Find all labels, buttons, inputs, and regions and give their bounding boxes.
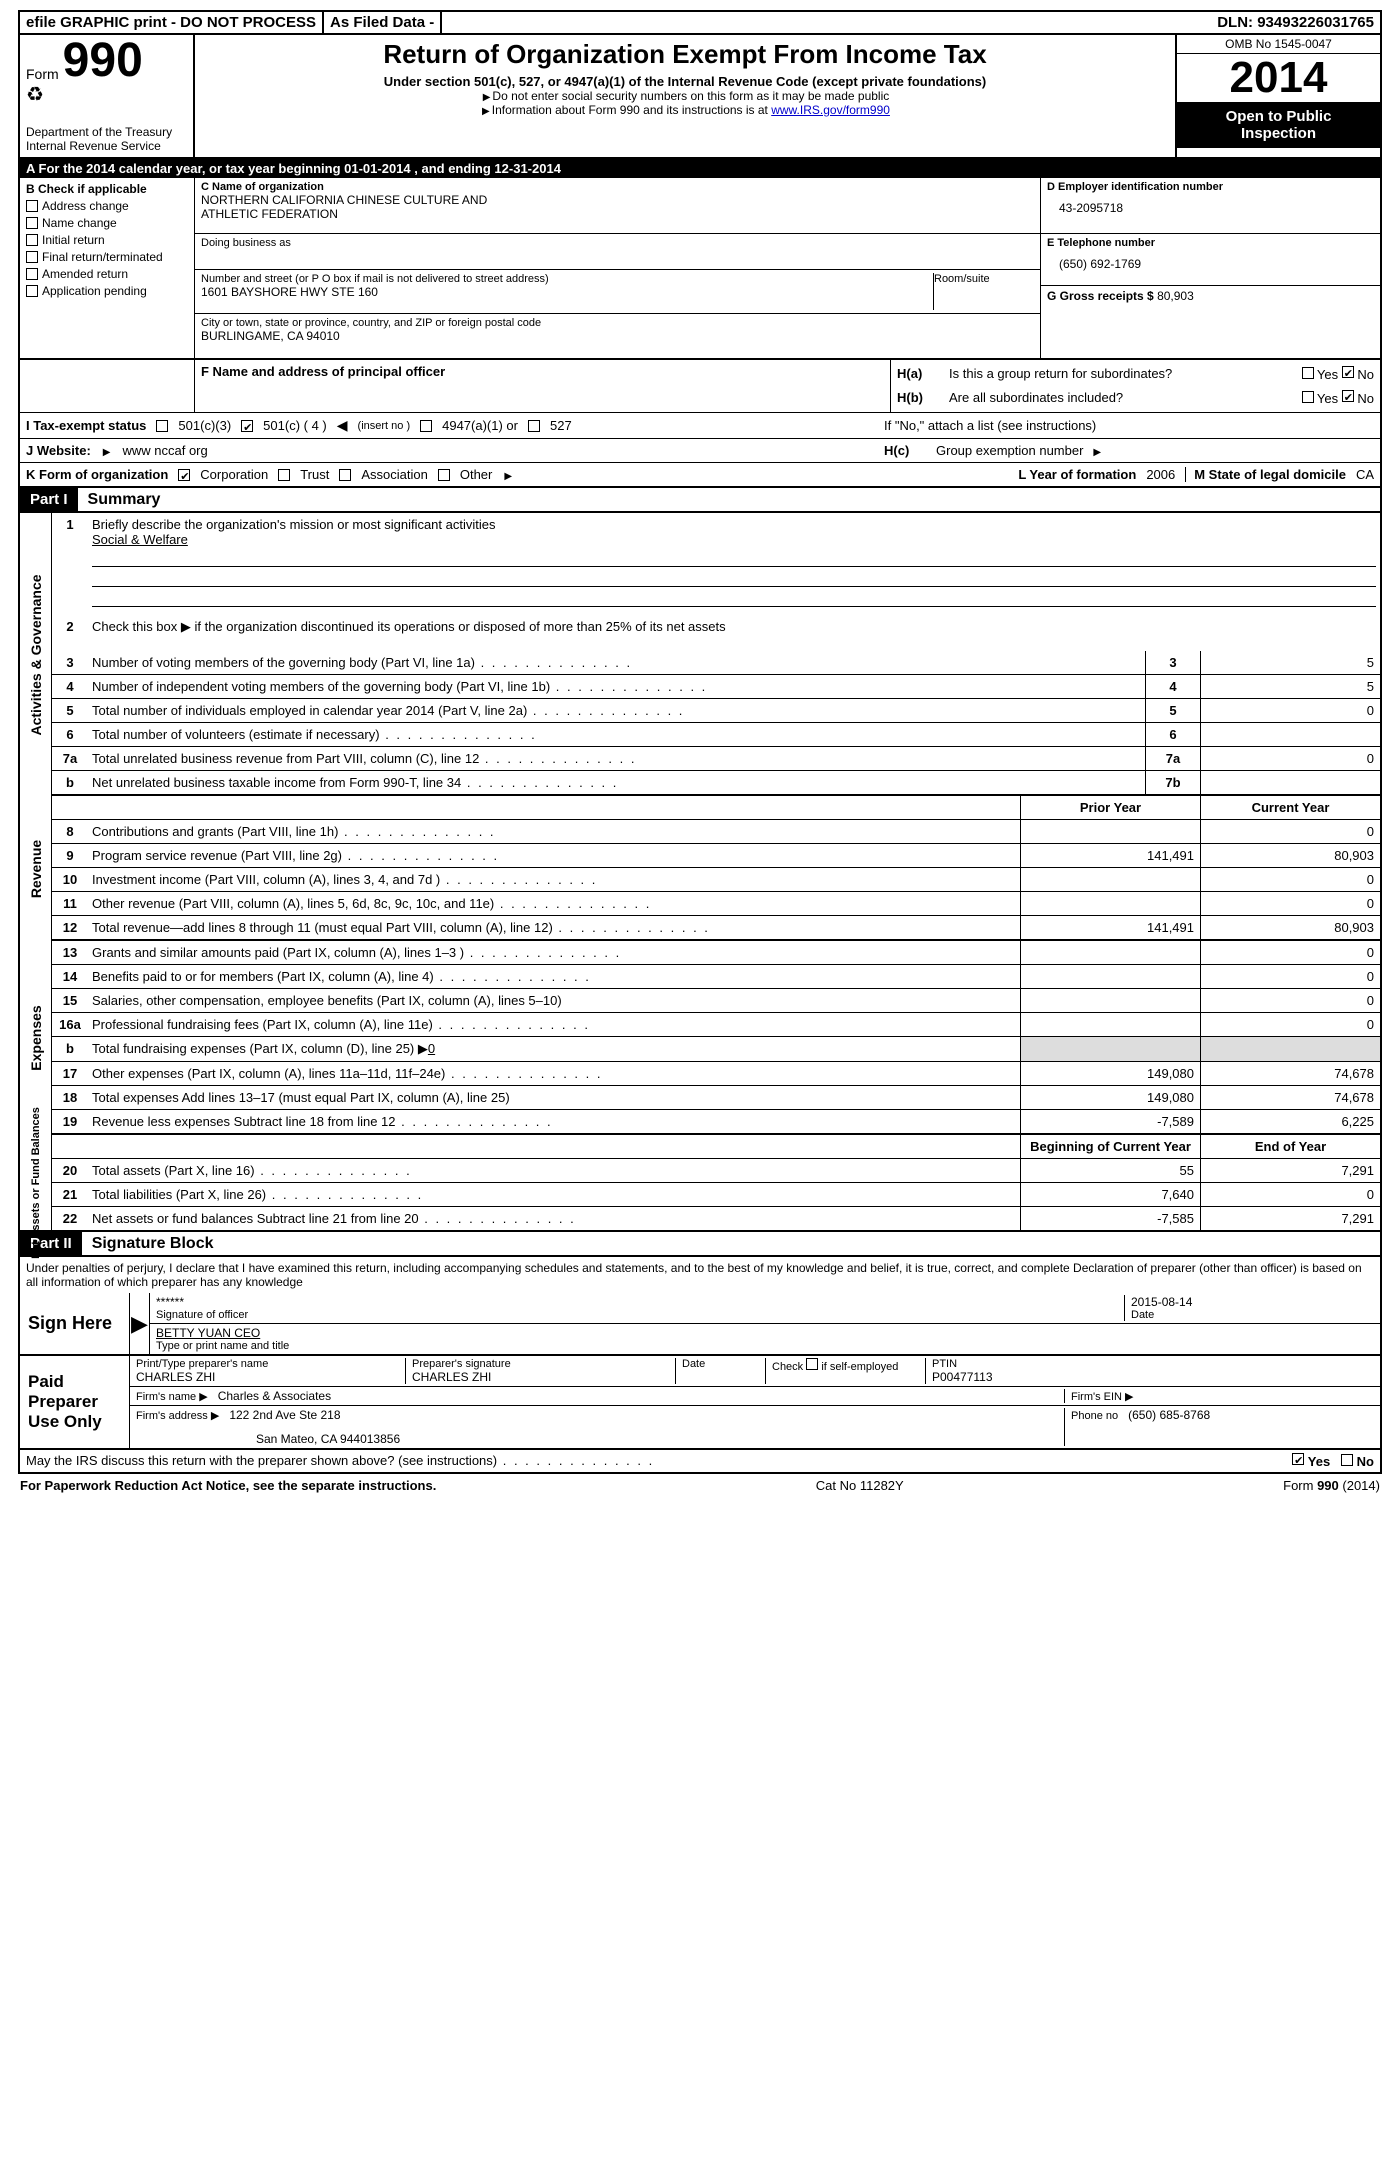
f-h-block: F Name and address of principal officer … (18, 360, 1382, 413)
discuss-no[interactable] (1341, 1454, 1353, 1466)
chk-self-emp[interactable] (806, 1358, 818, 1370)
row-j: J Website: www nccaf org H(c) Group exem… (18, 439, 1382, 463)
chk-amended[interactable] (26, 268, 38, 280)
header-right: OMB No 1545-0047 2014 Open to Public Ins… (1175, 35, 1380, 157)
hb-no[interactable] (1342, 390, 1354, 402)
chk-501c3[interactable] (156, 420, 168, 432)
revenue-section: Revenue Prior Year Current Year 8Contrib… (18, 796, 1382, 941)
row-i: I Tax-exempt status 501(c)(3) 501(c) ( 4… (18, 413, 1382, 439)
form-title: Return of Organization Exempt From Incom… (203, 39, 1167, 70)
col-b: B Check if applicable Address change Nam… (20, 178, 195, 358)
chk-527[interactable] (528, 420, 540, 432)
ha-yes[interactable] (1302, 367, 1314, 379)
expenses-section: Expenses 13Grants and similar amounts pa… (18, 941, 1382, 1135)
discuss-row: May the IRS discuss this return with the… (18, 1450, 1382, 1474)
discuss-yes[interactable] (1292, 1453, 1304, 1465)
footer: For Paperwork Reduction Act Notice, see … (18, 1474, 1382, 1497)
arrow-icon: ▶ (130, 1293, 150, 1354)
header-block: B Check if applicable Address change Nam… (18, 178, 1382, 360)
col-c: C Name of organization NORTHERN CALIFORN… (195, 178, 1040, 358)
irs-link[interactable]: www.IRS.gov/form990 (771, 103, 890, 117)
chk-name[interactable] (26, 217, 38, 229)
part-2-bar: Part II Signature Block (18, 1232, 1382, 1257)
chk-assoc[interactable] (339, 469, 351, 481)
sign-here-block: Sign Here ▶ ****** Signature of officer … (18, 1293, 1382, 1356)
top-bar: efile GRAPHIC print - DO NOT PROCESS As … (18, 10, 1382, 35)
hb-yes[interactable] (1302, 391, 1314, 403)
chk-final[interactable] (26, 251, 38, 263)
net-assets-section: Net Assets or Fund Balances Beginning of… (18, 1135, 1382, 1232)
perjury-text: Under penalties of perjury, I declare th… (18, 1257, 1382, 1293)
ha-no[interactable] (1342, 366, 1354, 378)
chk-trust[interactable] (278, 469, 290, 481)
col-d: D Employer identification number 43-2095… (1040, 178, 1380, 358)
chk-corp[interactable] (178, 469, 190, 481)
chk-other[interactable] (438, 469, 450, 481)
dln: DLN: 93493226031765 (1211, 12, 1380, 33)
part-1-bar: Part I Summary (18, 488, 1382, 513)
row-a: A For the 2014 calendar year, or tax yea… (18, 159, 1382, 178)
asfiled-label: As Filed Data - (324, 12, 442, 33)
chk-4947[interactable] (420, 420, 432, 432)
chk-pending[interactable] (26, 285, 38, 297)
header-mid: Return of Organization Exempt From Incom… (195, 35, 1175, 157)
form-header: Form 990 ♻ Department of the Treasury In… (18, 35, 1382, 159)
header-left: Form 990 ♻ Department of the Treasury In… (20, 35, 195, 157)
chk-address[interactable] (26, 200, 38, 212)
row-k: K Form of organization Corporation Trust… (18, 463, 1382, 488)
activities-section: Activities & Governance 1 Briefly descri… (18, 513, 1382, 796)
paid-preparer-block: Paid Preparer Use Only Print/Type prepar… (18, 1356, 1382, 1450)
chk-initial[interactable] (26, 234, 38, 246)
chk-501c[interactable] (241, 420, 253, 432)
efile-label: efile GRAPHIC print - DO NOT PROCESS (20, 12, 324, 33)
